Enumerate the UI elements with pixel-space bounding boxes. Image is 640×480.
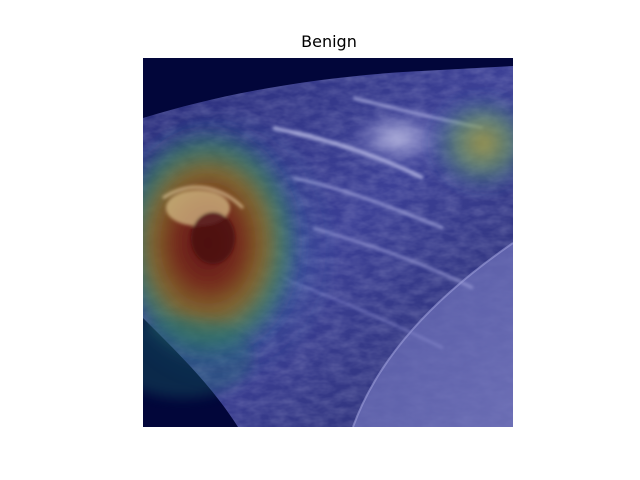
- heatmap-image-panel: [143, 58, 513, 427]
- heatmap-overlay-image: [143, 58, 513, 427]
- figure-title: Benign: [301, 32, 357, 51]
